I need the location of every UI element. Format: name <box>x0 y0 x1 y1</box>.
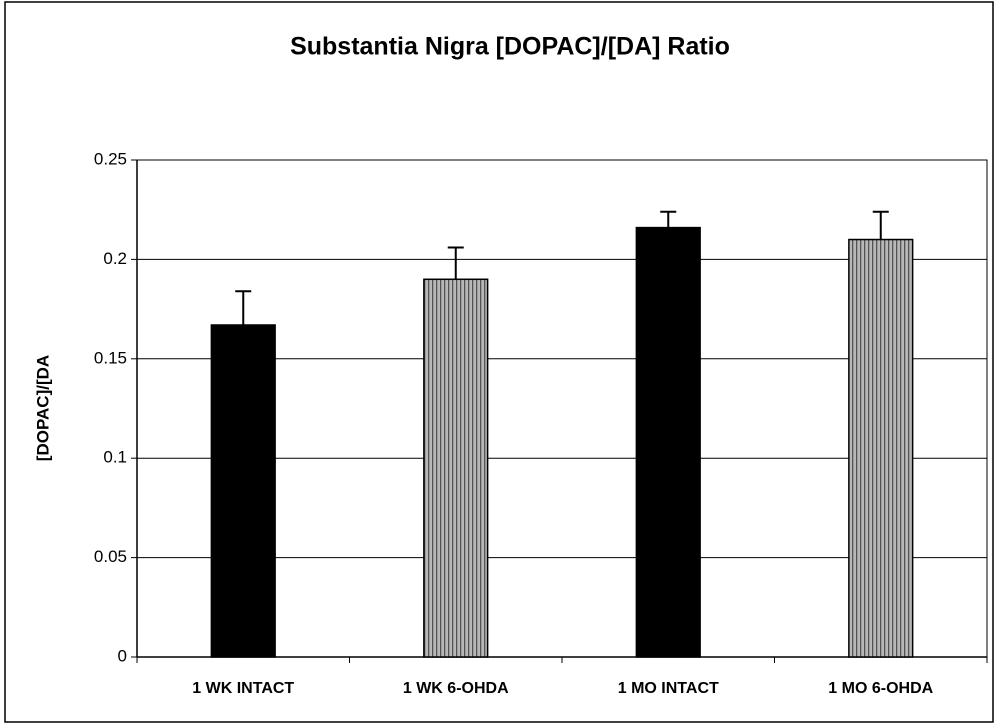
y-axis-label: [DOPAC]/[DA <box>33 355 52 461</box>
x-tick-label: 1 WK INTACT <box>192 680 294 697</box>
x-tick-label: 1 WK 6-OHDA <box>403 680 509 697</box>
bar-hatch <box>848 239 913 657</box>
y-tick-label: 0.1 <box>103 448 127 467</box>
y-tick-label: 0.25 <box>94 149 127 168</box>
y-tick-label: 0.2 <box>103 249 127 268</box>
y-tick-label: 0 <box>118 646 127 665</box>
y-tick-label: 0.15 <box>94 348 127 367</box>
plot-area: 0 0.05 0.1 0.15 0.2 0.25 1 WK INTACT 1 WK 6-OHD… <box>94 149 988 697</box>
bar-hatch <box>423 279 488 657</box>
x-tick-label: 1 MO 6-OHDA <box>828 680 933 697</box>
bar <box>635 226 701 658</box>
bar <box>210 324 276 658</box>
x-tick-label: 1 MO INTACT <box>618 680 719 697</box>
chart-frame <box>4 1 994 723</box>
chart-title: Substantia Nigra [DOPAC]/[DA] Ratio <box>290 33 730 61</box>
y-tick-label: 0.05 <box>94 547 127 566</box>
